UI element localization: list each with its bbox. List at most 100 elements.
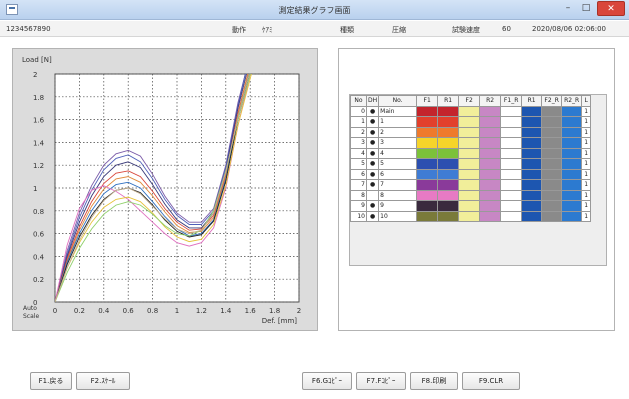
- color-swatch-cell[interactable]: [500, 189, 523, 201]
- color-swatch-cell[interactable]: [479, 126, 502, 138]
- row-number-cell[interactable]: 0: [350, 105, 367, 117]
- table-row[interactable]: 0 ● Main 1: [350, 105, 592, 117]
- color-swatch-cell[interactable]: [437, 116, 460, 128]
- table-row[interactable]: 10 ● 10 1: [350, 210, 592, 222]
- color-swatch-cell[interactable]: [500, 200, 523, 212]
- table-row[interactable]: 9 ● 9 1: [350, 200, 592, 212]
- clear-button[interactable]: F9.CLR: [462, 372, 520, 390]
- color-swatch-cell[interactable]: [500, 105, 523, 117]
- color-swatch-cell[interactable]: [561, 158, 583, 170]
- row-label-cell[interactable]: 8: [378, 189, 418, 201]
- color-swatch-cell[interactable]: [437, 105, 460, 117]
- color-swatch-cell[interactable]: [521, 147, 543, 159]
- color-swatch-cell[interactable]: [521, 126, 543, 138]
- display-marker-cell[interactable]: ●: [365, 116, 380, 128]
- display-marker-cell[interactable]: ●: [365, 158, 380, 170]
- color-swatch-cell[interactable]: [479, 200, 502, 212]
- color-swatch-cell[interactable]: [458, 105, 481, 117]
- display-marker-cell[interactable]: ●: [365, 126, 380, 138]
- color-swatch-cell[interactable]: [500, 168, 523, 180]
- color-swatch-cell[interactable]: [458, 189, 481, 201]
- table-row[interactable]: 5 ● 5 1: [350, 158, 592, 170]
- back-button[interactable]: F1.戻る: [30, 372, 72, 390]
- display-marker-cell[interactable]: ●: [365, 147, 380, 159]
- color-swatch-cell[interactable]: [561, 168, 583, 180]
- color-swatch-cell[interactable]: [416, 179, 439, 191]
- table-row[interactable]: 3 ● 3 1: [350, 137, 592, 149]
- color-swatch-cell[interactable]: [416, 147, 439, 159]
- color-swatch-cell[interactable]: [437, 179, 460, 191]
- color-swatch-cell[interactable]: [437, 158, 460, 170]
- line-width-cell[interactable]: 1: [581, 189, 592, 201]
- color-swatch-cell[interactable]: [500, 137, 523, 149]
- color-swatch-cell[interactable]: [416, 210, 439, 222]
- print-button[interactable]: F8.印刷: [410, 372, 458, 390]
- color-swatch-cell[interactable]: [541, 105, 563, 117]
- color-swatch-cell[interactable]: [521, 105, 543, 117]
- line-width-cell[interactable]: 1: [581, 210, 592, 222]
- color-swatch-cell[interactable]: [521, 137, 543, 149]
- line-width-cell[interactable]: 1: [581, 126, 592, 138]
- row-label-cell[interactable]: 3: [378, 137, 418, 149]
- table-row[interactable]: 4 ● 4 1: [350, 147, 592, 159]
- table-row[interactable]: 6 ● 6 1: [350, 168, 592, 180]
- row-number-cell[interactable]: 5: [350, 158, 367, 170]
- color-swatch-cell[interactable]: [479, 210, 502, 222]
- line-width-cell[interactable]: 1: [581, 116, 592, 128]
- row-number-cell[interactable]: 6: [350, 168, 367, 180]
- line-width-cell[interactable]: 1: [581, 179, 592, 191]
- color-swatch-cell[interactable]: [416, 168, 439, 180]
- color-swatch-cell[interactable]: [437, 189, 460, 201]
- color-swatch-cell[interactable]: [458, 179, 481, 191]
- display-marker-cell[interactable]: ●: [365, 210, 380, 222]
- line-width-cell[interactable]: 1: [581, 137, 592, 149]
- line-width-cell[interactable]: 1: [581, 147, 592, 159]
- row-label-cell[interactable]: 7: [378, 179, 418, 191]
- color-swatch-cell[interactable]: [541, 137, 563, 149]
- row-number-cell[interactable]: 7: [350, 179, 367, 191]
- row-label-cell[interactable]: 2: [378, 126, 418, 138]
- color-swatch-cell[interactable]: [416, 200, 439, 212]
- row-number-cell[interactable]: 3: [350, 137, 367, 149]
- color-swatch-cell[interactable]: [479, 189, 502, 201]
- color-swatch-cell[interactable]: [541, 126, 563, 138]
- color-swatch-cell[interactable]: [416, 189, 439, 201]
- color-swatch-cell[interactable]: [479, 168, 502, 180]
- color-swatch-cell[interactable]: [458, 210, 481, 222]
- color-swatch-cell[interactable]: [500, 210, 523, 222]
- line-width-cell[interactable]: 1: [581, 105, 592, 117]
- color-swatch-cell[interactable]: [561, 189, 583, 201]
- color-swatch-cell[interactable]: [541, 158, 563, 170]
- color-swatch-cell[interactable]: [521, 168, 543, 180]
- color-swatch-cell[interactable]: [541, 210, 563, 222]
- color-swatch-cell[interactable]: [500, 158, 523, 170]
- color-swatch-cell[interactable]: [561, 210, 583, 222]
- row-number-cell[interactable]: 4: [350, 147, 367, 159]
- color-swatch-cell[interactable]: [521, 200, 543, 212]
- table-row[interactable]: 2 ● 2 1: [350, 126, 592, 138]
- color-swatch-cell[interactable]: [561, 137, 583, 149]
- color-swatch-cell[interactable]: [479, 137, 502, 149]
- color-swatch-cell[interactable]: [416, 158, 439, 170]
- row-number-cell[interactable]: 8: [350, 189, 367, 201]
- color-swatch-cell[interactable]: [561, 105, 583, 117]
- color-swatch-cell[interactable]: [479, 147, 502, 159]
- color-swatch-cell[interactable]: [416, 137, 439, 149]
- color-swatch-cell[interactable]: [521, 179, 543, 191]
- color-swatch-cell[interactable]: [437, 126, 460, 138]
- display-marker-cell[interactable]: ●: [365, 179, 380, 191]
- row-label-cell[interactable]: 4: [378, 147, 418, 159]
- color-swatch-cell[interactable]: [541, 200, 563, 212]
- row-label-cell[interactable]: 5: [378, 158, 418, 170]
- color-swatch-cell[interactable]: [521, 189, 543, 201]
- color-swatch-cell[interactable]: [458, 158, 481, 170]
- line-width-cell[interactable]: 1: [581, 158, 592, 170]
- table-row[interactable]: 1 ● 1 1: [350, 116, 592, 128]
- line-width-cell[interactable]: 1: [581, 200, 592, 212]
- color-swatch-cell[interactable]: [541, 179, 563, 191]
- display-marker-cell[interactable]: ●: [365, 137, 380, 149]
- color-swatch-cell[interactable]: [416, 126, 439, 138]
- color-swatch-cell[interactable]: [437, 200, 460, 212]
- color-swatch-cell[interactable]: [561, 116, 583, 128]
